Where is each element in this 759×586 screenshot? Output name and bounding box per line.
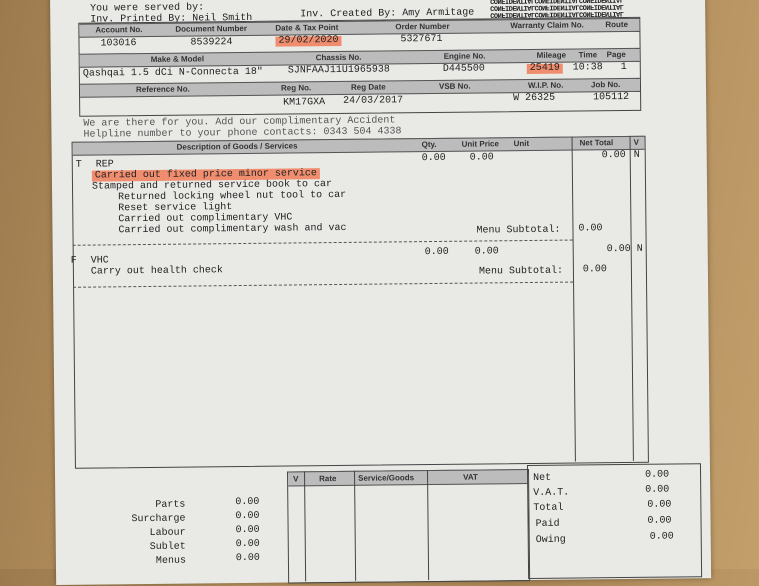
make-model: Qashqai 1.5 dCi N-Connecta 18"	[82, 66, 263, 80]
item-line: Carry out health check	[90, 265, 223, 278]
vat-col-service-goods: Service/Goods	[358, 473, 415, 483]
summary-value: 0.00	[235, 524, 260, 537]
col-qty: Qty.	[421, 139, 437, 150]
total-label: V.A.T.	[533, 487, 570, 499]
label-time: Time	[578, 50, 598, 60]
reg-date: 24/03/2017	[343, 95, 404, 107]
summary-value: 0.00	[235, 496, 260, 509]
vat-table	[287, 469, 531, 584]
summary-label: Labour	[149, 527, 186, 539]
item-qty: 0.00	[421, 152, 446, 165]
item-flag: F	[70, 255, 77, 267]
label-job-no: Job No.	[590, 80, 621, 90]
label-chassis-no: Chassis No.	[315, 52, 362, 63]
engine-no: D445500	[442, 63, 485, 75]
summary-value: 0.00	[235, 552, 260, 565]
item-vat-code: N	[633, 149, 640, 161]
label-warranty-claim: Warranty Claim No.	[510, 20, 584, 31]
label-engine-no: Engine No.	[443, 51, 486, 61]
label-reg-no: Reg No.	[280, 83, 312, 93]
label-order-number: Order Number	[395, 21, 450, 32]
summary-value: 0.00	[235, 538, 260, 551]
invoice-paper: CONFIDENTIALCONFIDENTIALCONFIDENTIAL CONF…	[50, 0, 712, 585]
document-number: 8539224	[190, 37, 233, 49]
total-value: 0.00	[645, 484, 670, 496]
reg-no: KM17GXA	[283, 97, 326, 109]
label-reg-date: Reg Date	[350, 82, 386, 92]
total-value: 0.00	[649, 531, 674, 543]
label-reference-no: Reference No.	[135, 84, 190, 95]
label-mileage: Mileage	[536, 50, 567, 60]
subtotal-value: 0.00	[582, 264, 607, 276]
label-vsb-no: VSB No.	[438, 81, 471, 91]
date-tax-point: 29/02/2020	[275, 35, 342, 47]
summary-label: Parts	[155, 499, 186, 511]
order-number: 5327671	[400, 33, 443, 46]
subtotal-value: 0.00	[578, 223, 603, 235]
subtotal-label: Menu Subtotal:	[478, 265, 563, 278]
item-vat-code: N	[636, 243, 643, 255]
col-net-total: Net Total	[579, 138, 614, 148]
total-label: Owing	[535, 534, 566, 546]
summary-label: Menus	[155, 555, 186, 567]
job-no: 105112	[593, 91, 630, 104]
item-net: 0.00	[601, 149, 626, 162]
col-unit: Unit	[513, 138, 530, 149]
total-label: Paid	[535, 518, 560, 530]
vat-col-v: V	[293, 474, 299, 484]
mileage: 25419	[526, 63, 563, 75]
vat-col-rate: Rate	[319, 474, 337, 484]
chassis-no: SJNFAAJ11U1965938	[287, 64, 390, 77]
total-value: 0.00	[647, 499, 672, 511]
item-unit-price: 0.00	[474, 246, 499, 258]
item-code: VHC	[90, 255, 109, 267]
summary-label: Sublet	[149, 541, 186, 553]
item-unit-price: 0.00	[469, 152, 494, 164]
item-flag: T	[75, 159, 82, 171]
col-v: V	[633, 137, 639, 147]
time: 10:38	[572, 62, 603, 74]
col-description: Description of Goods / Services	[176, 141, 298, 152]
page-number: 1	[620, 61, 627, 74]
total-value: 0.00	[645, 469, 670, 481]
item-net: 0.00	[606, 243, 631, 256]
label-document-number: Document Number	[175, 23, 247, 34]
total-value: 0.00	[647, 515, 672, 527]
item-code: REP	[95, 159, 114, 171]
label-date-tax-point: Date & Tax Point	[275, 22, 339, 33]
label-page: Page	[606, 49, 626, 60]
total-label: Net	[533, 472, 552, 484]
col-unit-price: Unit Price	[461, 139, 499, 149]
account-no: 103016	[100, 38, 137, 50]
subtotal-label: Menu Subtotal:	[476, 224, 561, 237]
confidential-watermark: CONFIDENTIALCONFIDENTIALCONFIDENTIAL CONF…	[490, 0, 624, 19]
vat-col-vat: VAT	[463, 472, 478, 482]
wip-no: W 26325	[513, 92, 556, 105]
summary-value: 0.00	[235, 510, 260, 523]
item-qty: 0.00	[424, 246, 449, 259]
total-label: Total	[533, 502, 564, 514]
label-make-model: Make & Model	[150, 54, 205, 64]
label-wip-no: W.I.P. No.	[527, 80, 564, 90]
summary-label: Surcharge	[131, 513, 186, 526]
label-account-no: Account No.	[95, 25, 143, 35]
label-route: Route	[605, 19, 629, 30]
